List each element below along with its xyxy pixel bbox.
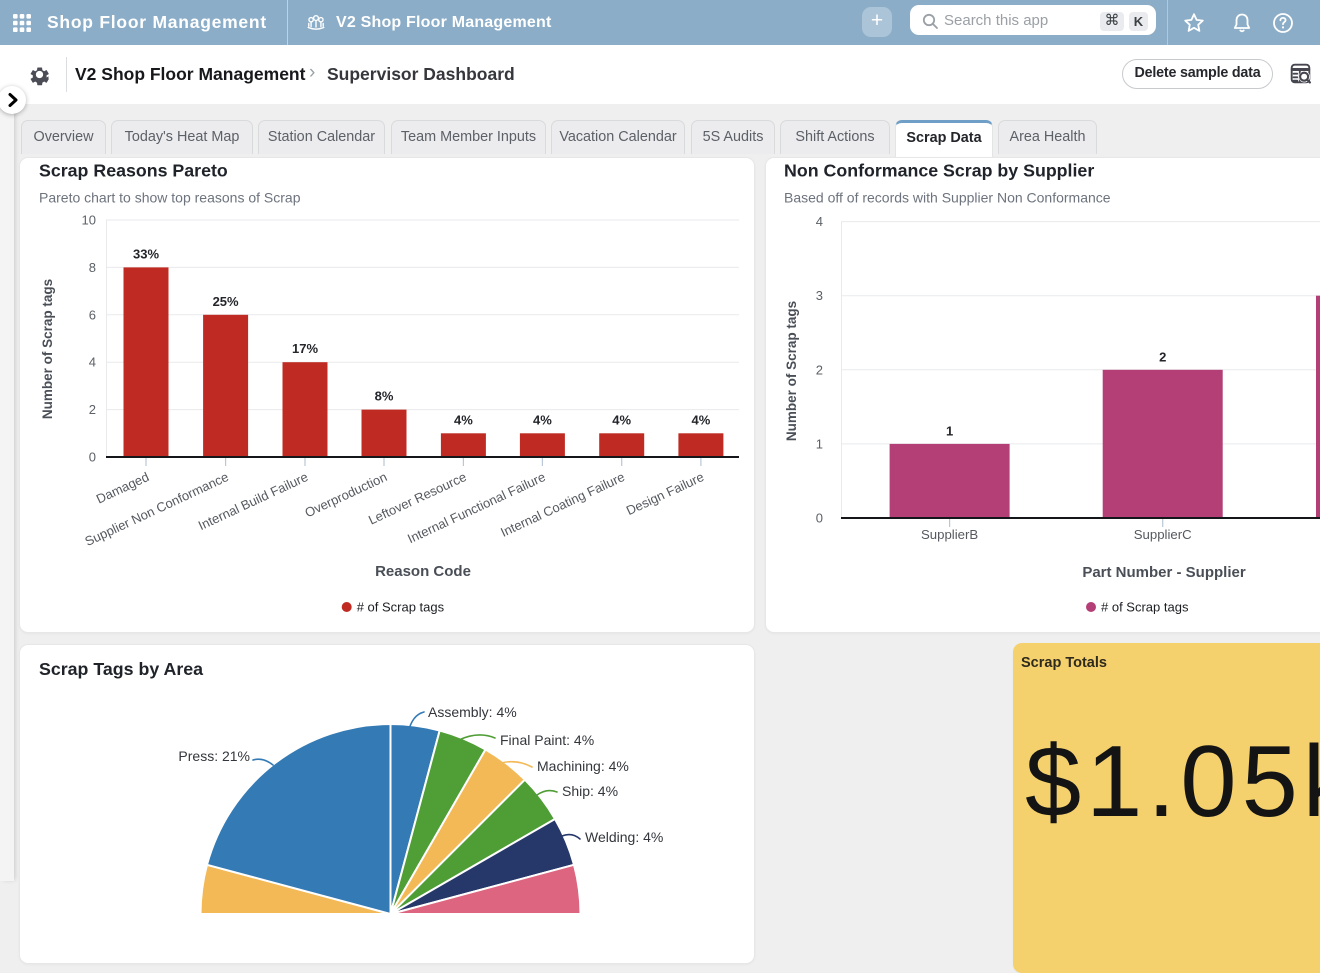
svg-text:Scrap Reasons Pareto: Scrap Reasons Pareto <box>39 161 228 181</box>
svg-text:Supplier Non Conformance: Supplier Non Conformance <box>82 469 230 549</box>
svg-text:Final Paint: 4%: Final Paint: 4% <box>500 732 594 748</box>
svg-text:8: 8 <box>89 260 96 275</box>
svg-text:Scrap Tags by Area: Scrap Tags by Area <box>39 659 203 679</box>
svg-text:2: 2 <box>1159 349 1166 364</box>
svg-text:Reason Code: Reason Code <box>375 563 471 580</box>
svg-text:25%: 25% <box>213 294 239 309</box>
svg-text:4%: 4% <box>454 412 473 427</box>
svg-text:Machining: 4%: Machining: 4% <box>537 758 629 774</box>
svg-text:6: 6 <box>89 307 96 322</box>
svg-text:Press: 21%: Press: 21% <box>178 748 250 764</box>
svg-text:Assembly: 4%: Assembly: 4% <box>428 704 517 720</box>
svg-text:1: 1 <box>946 423 953 438</box>
svg-text:3: 3 <box>816 288 823 303</box>
svg-text:1: 1 <box>816 436 823 451</box>
svg-text:Non Conformance Scrap by Suppl: Non Conformance Scrap by Supplier <box>784 161 1094 181</box>
svg-text:4: 4 <box>816 214 823 229</box>
svg-text:SupplierB: SupplierB <box>921 527 978 542</box>
svg-text:Internal Functional Failure: Internal Functional Failure <box>405 469 548 546</box>
svg-text:Number of Scrap tags: Number of Scrap tags <box>784 301 799 441</box>
svg-text:# of Scrap tags: # of Scrap tags <box>357 600 445 615</box>
svg-text:10: 10 <box>82 213 96 228</box>
svg-text:8%: 8% <box>375 389 394 404</box>
svg-text:Number of Scrap tags: Number of Scrap tags <box>40 279 55 419</box>
svg-text:33%: 33% <box>133 246 159 261</box>
svg-text:4%: 4% <box>533 412 552 427</box>
svg-text:Part Number - Supplier: Part Number - Supplier <box>1082 564 1246 581</box>
svg-text:2: 2 <box>816 362 823 377</box>
svg-text:Pareto chart to show top reaso: Pareto chart to show top reasons of Scra… <box>39 190 301 206</box>
svg-text:Design Failure: Design Failure <box>624 469 706 518</box>
svg-text:Welding: 4%: Welding: 4% <box>585 829 663 845</box>
svg-text:0: 0 <box>89 450 96 465</box>
svg-text:Ship: 4%: Ship: 4% <box>562 783 618 799</box>
svg-text:2: 2 <box>89 402 96 417</box>
svg-text:0: 0 <box>816 511 823 526</box>
svg-text:4%: 4% <box>612 412 631 427</box>
svg-text:Based off of records with Supp: Based off of records with Supplier Non C… <box>784 190 1111 206</box>
svg-text:17%: 17% <box>292 341 318 356</box>
svg-text:SupplierC: SupplierC <box>1134 527 1192 542</box>
svg-text:Damaged: Damaged <box>94 469 151 506</box>
svg-text:# of Scrap tags: # of Scrap tags <box>1101 600 1189 615</box>
svg-text:4: 4 <box>89 355 96 370</box>
svg-text:4%: 4% <box>692 412 711 427</box>
